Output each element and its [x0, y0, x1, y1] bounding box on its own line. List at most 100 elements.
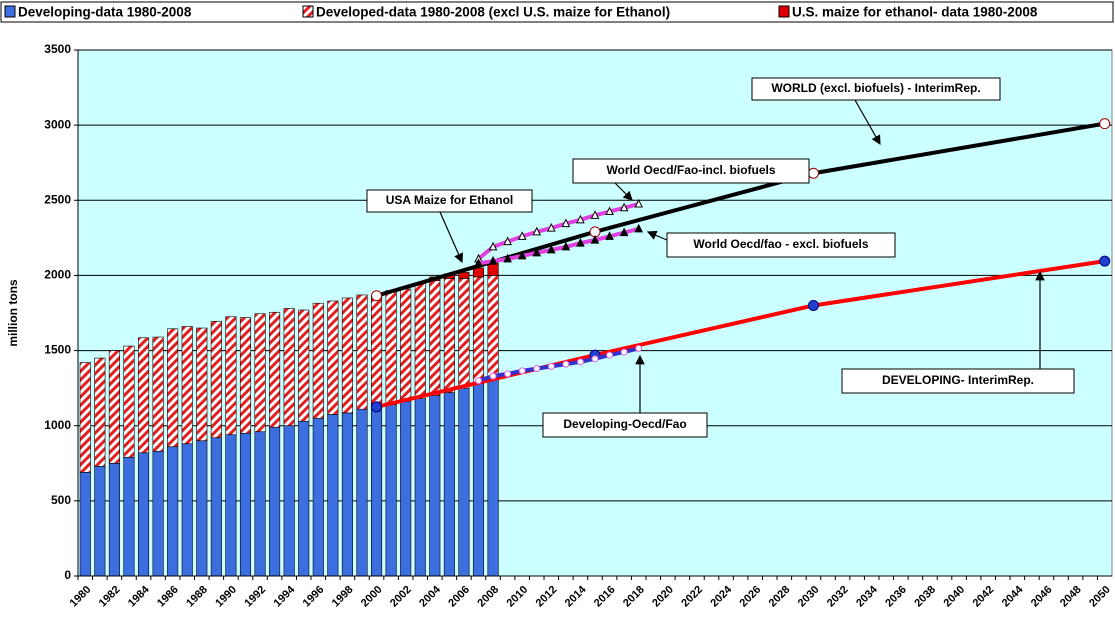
bar-segment: [487, 275, 499, 380]
x-tick-label: 2020: [650, 584, 676, 610]
x-tick-label: 1990: [213, 584, 239, 610]
x-tick-label: 2006: [446, 584, 472, 610]
x-tick-label: 2022: [679, 584, 705, 610]
x-tick-label: 2030: [796, 584, 822, 610]
bar-segment: [79, 472, 91, 577]
bar-segment: [385, 290, 397, 405]
bar-segment: [94, 357, 106, 467]
bar-segment: [225, 434, 237, 577]
legend-box: [0, 1, 1114, 23]
x-tick-label: 2012: [534, 584, 560, 610]
annotation-arrow: [646, 230, 668, 241]
x-tick-label: 2028: [767, 584, 793, 610]
x-tick-label: 1996: [301, 584, 327, 610]
marker: [807, 299, 819, 311]
bar-segment: [298, 309, 310, 422]
bar-segment: [123, 345, 135, 458]
bar-segment: [269, 311, 281, 428]
x-tick-label: 1980: [68, 584, 94, 610]
marker: [474, 377, 482, 385]
x-tick-label: 1986: [155, 584, 181, 610]
annotation: USA Maize for Ethanol: [386, 193, 514, 207]
x-tick-label: 2000: [359, 584, 385, 610]
bar-segment: [254, 431, 266, 577]
legend-label: Developed-data 1980-2008 (excl U.S. maiz…: [316, 5, 670, 20]
legend-swatch: [778, 5, 790, 18]
marker: [620, 348, 628, 356]
annotation-box: [572, 158, 810, 184]
bar-segment: [341, 297, 353, 414]
legend-swatch: [4, 5, 16, 18]
y-tick-label: 1500: [44, 343, 71, 357]
x-tick-label: 2034: [854, 583, 880, 609]
bar-segment: [94, 465, 106, 577]
marker: [605, 231, 614, 240]
legend-label: Developing-data 1980-2008: [18, 5, 192, 20]
bar-segment: [400, 401, 412, 577]
bar-segment: [327, 414, 339, 577]
annotation-arrow: [439, 211, 464, 264]
line: [376, 259, 1106, 409]
bar-segment: [225, 316, 237, 436]
annotation: Developing-Oecd/Fao: [563, 417, 686, 431]
marker: [532, 226, 542, 236]
bar-segment: [196, 327, 208, 442]
bar-segment: [123, 456, 135, 577]
marker: [488, 241, 498, 251]
marker: [547, 244, 556, 254]
bar-segment: [283, 425, 295, 577]
y-tick-label: 2500: [44, 192, 71, 206]
marker: [590, 234, 600, 244]
y-tick-label: 0: [64, 568, 71, 582]
bar-segment: [239, 317, 252, 434]
x-tick-label: 1984: [126, 583, 152, 609]
bar-segment: [443, 392, 455, 577]
bar-segment: [196, 440, 208, 577]
marker: [561, 241, 571, 251]
marker: [606, 351, 614, 359]
bar-segment: [414, 282, 426, 399]
bar-segment: [472, 383, 485, 577]
x-tick-label: 2016: [592, 584, 618, 610]
marker: [634, 198, 643, 208]
marker: [561, 218, 571, 228]
annotation-box: [366, 189, 533, 213]
marker: [517, 250, 527, 260]
x-tick-label: 2046: [1029, 584, 1055, 610]
bar-segment: [371, 296, 383, 407]
bar-segment: [414, 398, 426, 577]
y-tick-label: 500: [51, 493, 71, 507]
marker: [562, 360, 570, 368]
bar-segment: [137, 452, 150, 577]
marker: [619, 227, 629, 237]
bar-segment: [400, 288, 412, 402]
bar-segment: [458, 272, 470, 279]
bar-segment: [312, 417, 324, 577]
marker: [371, 401, 383, 413]
bar-segment: [152, 336, 164, 452]
marker: [1099, 118, 1111, 130]
bar-segment: [356, 294, 368, 410]
marker: [576, 358, 584, 366]
y-tick-label: 3500: [44, 42, 71, 56]
annotation-arrow: [614, 182, 633, 201]
bar-segment: [472, 276, 485, 384]
x-tick-label: 2004: [417, 583, 443, 609]
x-tick-label: 2040: [941, 584, 967, 610]
bar-segment: [458, 387, 470, 577]
marker: [532, 247, 542, 257]
x-tick-label: 2036: [883, 584, 909, 610]
marker: [619, 202, 629, 212]
annotation-box: [666, 232, 896, 258]
annotation-box: [841, 368, 1075, 394]
annotation: WORLD (excl. biofuels) - InterimRep.: [771, 81, 980, 95]
bar-segment: [356, 408, 368, 577]
x-tick-label: 2018: [621, 584, 647, 610]
y-tick-label: 2000: [44, 268, 71, 282]
x-tick-label: 1994: [272, 583, 298, 609]
bar-segment: [327, 300, 339, 415]
bar-segment: [137, 337, 150, 454]
bar-segment: [472, 267, 485, 278]
x-tick-label: 2002: [388, 584, 414, 610]
annotation: DEVELOPING- InterimRep.: [882, 373, 1034, 387]
